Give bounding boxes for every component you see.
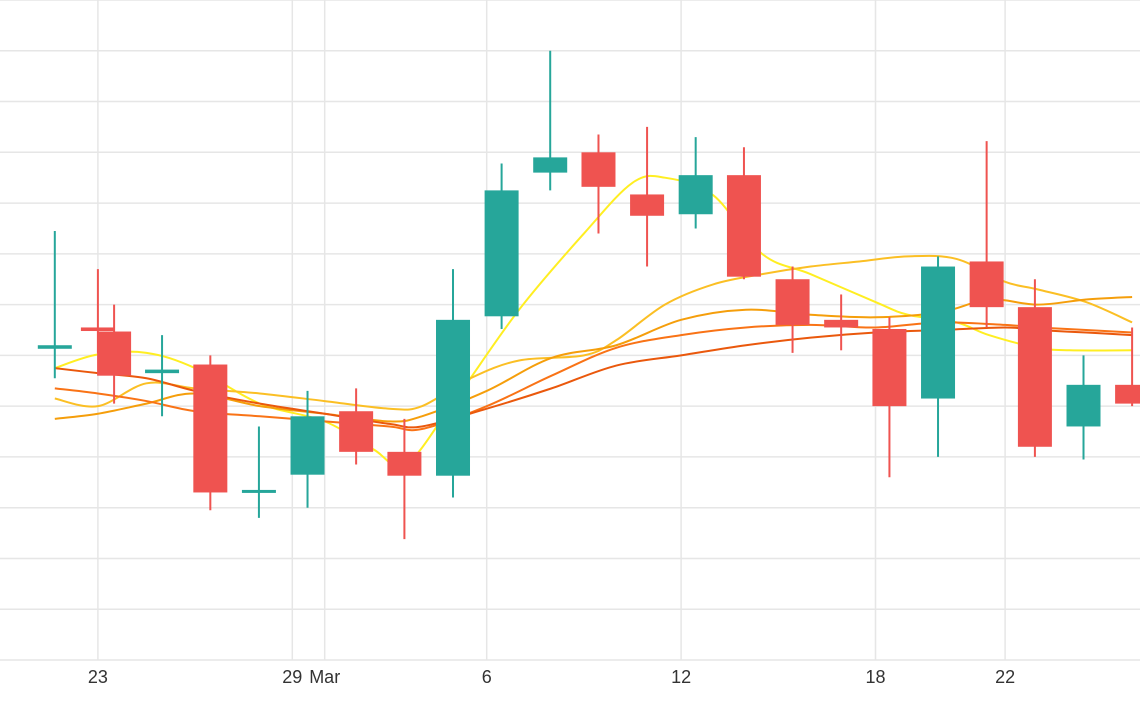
candle-body xyxy=(872,328,907,407)
candle xyxy=(921,256,956,457)
candle-body xyxy=(775,279,810,325)
candle xyxy=(581,134,616,234)
candle-body xyxy=(726,175,761,277)
candle xyxy=(533,50,568,191)
candle xyxy=(969,141,1004,328)
candle xyxy=(726,147,761,280)
candle-body xyxy=(1115,384,1140,404)
candle xyxy=(775,266,810,353)
candle-body xyxy=(824,319,859,328)
x-tick-label: 12 xyxy=(671,667,691,687)
candle-body xyxy=(241,489,276,493)
candle-body xyxy=(290,416,325,475)
candle xyxy=(193,355,228,511)
moving-average-line-2 xyxy=(54,254,1133,411)
candle xyxy=(678,137,713,229)
x-tick-label: 18 xyxy=(865,667,885,687)
candle xyxy=(1066,355,1101,460)
candle xyxy=(97,304,132,404)
candle-body xyxy=(387,451,422,476)
x-tick-label: 29 xyxy=(282,667,302,687)
candle-body xyxy=(339,411,374,452)
candle-body xyxy=(969,261,1004,308)
candle xyxy=(630,126,665,267)
candle xyxy=(387,418,422,540)
x-tick-label: 22 xyxy=(995,667,1015,687)
candle-body xyxy=(1017,307,1052,447)
candle-body xyxy=(37,345,72,349)
candle-body xyxy=(193,364,228,493)
candle-body xyxy=(678,175,713,215)
candle-body xyxy=(1066,384,1101,427)
candle xyxy=(290,390,325,508)
candle-body xyxy=(921,266,956,399)
candle xyxy=(145,335,180,417)
x-tick-label: 6 xyxy=(482,667,492,687)
candle xyxy=(339,388,374,465)
grid xyxy=(0,0,1140,661)
candle xyxy=(824,294,859,351)
candle-body xyxy=(80,327,115,332)
candle-body xyxy=(145,369,180,374)
candle xyxy=(484,163,519,329)
x-axis-tick-labels: 23 29 Mar 6 12 18 22 xyxy=(88,667,1015,687)
candle-body xyxy=(533,157,568,173)
candle-body xyxy=(97,331,132,376)
candle xyxy=(1115,327,1140,407)
candle xyxy=(37,231,72,379)
candle xyxy=(872,317,907,478)
candle-body xyxy=(581,152,616,187)
candle-body xyxy=(484,190,519,317)
candle xyxy=(241,426,276,518)
candle-body xyxy=(436,319,471,476)
x-tick-label: 23 xyxy=(88,667,108,687)
candle xyxy=(436,269,471,498)
candles xyxy=(37,50,1140,540)
candle-body xyxy=(630,194,665,216)
candle xyxy=(1017,279,1052,457)
x-tick-label: Mar xyxy=(309,667,340,687)
